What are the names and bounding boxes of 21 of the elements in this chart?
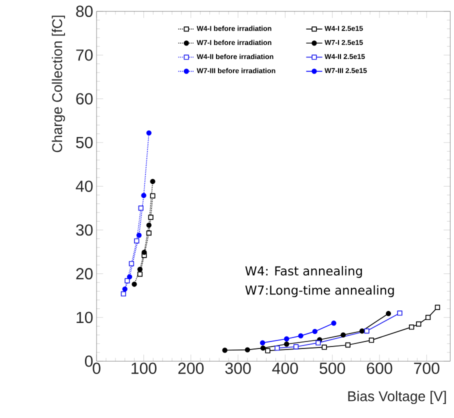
annotation: W4: Fast annealing xyxy=(245,266,362,278)
x-tick-label: 200 xyxy=(178,362,204,374)
x-tick-label: 300 xyxy=(225,362,251,374)
x-tick-label: 100 xyxy=(132,362,156,374)
x-tick-label: 600 xyxy=(366,362,392,374)
x-tick-label: 0 xyxy=(92,362,100,374)
y-tick-label: 60 xyxy=(76,93,93,105)
y-tick-label: 70 xyxy=(76,49,93,61)
x-tick-label: 500 xyxy=(320,362,346,374)
x-axis-title: Bias Voltage [V] xyxy=(348,390,446,404)
x-tick-label: 700 xyxy=(414,362,440,374)
y-tick-label: 30 xyxy=(76,224,93,236)
y-tick-label: 10 xyxy=(76,312,93,324)
y-tick-label: 80 xyxy=(76,6,93,18)
x-tick-label: 400 xyxy=(272,362,298,374)
y-tick-label: 0 xyxy=(84,356,93,367)
annotation: W7:Long-time annealing xyxy=(245,285,394,298)
y-axis-title: Charge Collection [fC] xyxy=(52,16,65,152)
y-tick-label: 40 xyxy=(76,180,93,192)
y-tick-label: 20 xyxy=(76,268,93,280)
y-tick-label: 50 xyxy=(76,136,93,148)
